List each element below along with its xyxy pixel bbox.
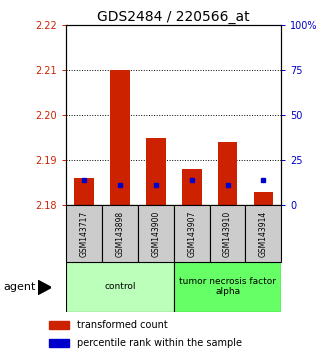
Bar	[210, 205, 246, 262]
Bar	[49, 321, 69, 329]
Text: GSM143717: GSM143717	[80, 211, 89, 257]
Text: percentile rank within the sample: percentile rank within the sample	[77, 338, 242, 348]
Bar	[146, 138, 166, 205]
Text: GSM143914: GSM143914	[259, 211, 268, 257]
Bar	[254, 192, 273, 205]
Polygon shape	[38, 280, 51, 295]
Bar	[174, 205, 210, 262]
Text: GSM143898: GSM143898	[116, 211, 124, 257]
Text: GSM143907: GSM143907	[187, 210, 196, 257]
Text: GSM143910: GSM143910	[223, 211, 232, 257]
Bar	[218, 142, 237, 205]
Bar	[66, 205, 102, 262]
Bar	[102, 205, 138, 262]
Bar	[138, 205, 174, 262]
Text: GSM143900: GSM143900	[151, 210, 160, 257]
Text: control: control	[104, 282, 136, 291]
Bar	[246, 205, 281, 262]
Text: transformed count: transformed count	[77, 320, 168, 330]
Text: tumor necrosis factor
alpha: tumor necrosis factor alpha	[179, 277, 276, 296]
Bar	[110, 70, 130, 205]
Bar	[49, 339, 69, 347]
Bar	[182, 169, 202, 205]
Title: GDS2484 / 220566_at: GDS2484 / 220566_at	[97, 10, 250, 24]
Bar	[174, 262, 281, 312]
Bar	[66, 262, 174, 312]
Text: agent: agent	[3, 282, 36, 292]
Bar	[74, 178, 94, 205]
